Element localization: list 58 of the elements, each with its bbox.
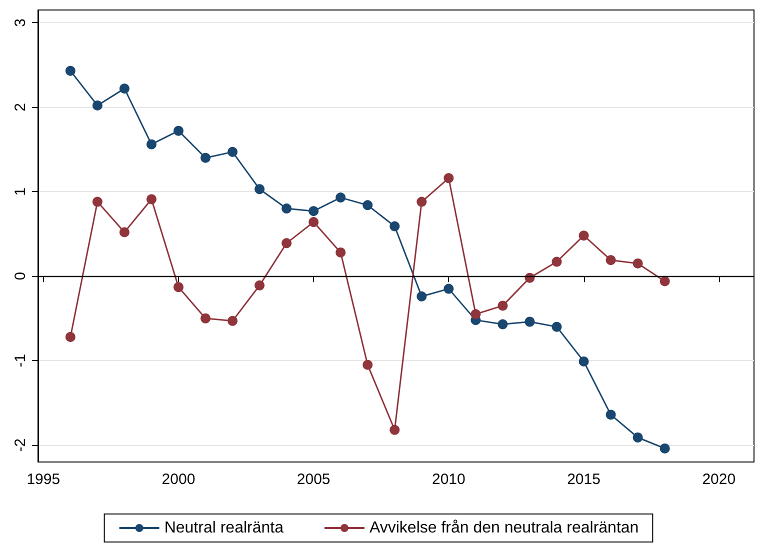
point (470, 309, 481, 320)
point (444, 173, 454, 184)
point (632, 258, 643, 268)
point (524, 316, 535, 327)
y-tick-label: 2 (12, 102, 29, 112)
x-tick-label: 2015 (567, 471, 600, 488)
point (416, 291, 427, 302)
y-tick-label: 1 (12, 187, 29, 196)
point (92, 196, 102, 207)
point (228, 146, 238, 157)
x-tick-label: 2000 (162, 471, 196, 488)
point (444, 284, 454, 294)
point (174, 126, 184, 136)
legend-label: Neutral realränta (164, 520, 284, 536)
point (390, 424, 400, 435)
point (254, 280, 265, 290)
point (498, 300, 508, 311)
point (228, 316, 238, 326)
y-tick-label: 3 (12, 18, 29, 27)
x-tick-label: 1995 (26, 471, 60, 488)
point (308, 217, 319, 228)
point (498, 319, 508, 330)
point (552, 256, 562, 267)
point (282, 204, 292, 214)
point (282, 238, 292, 248)
point (146, 194, 156, 204)
point (336, 247, 346, 258)
point (552, 322, 562, 332)
point (146, 139, 156, 150)
point (362, 200, 373, 210)
legend-label: Avvikelse från den neutrala realräntan (369, 520, 639, 536)
y-tick-label: -2 (12, 438, 29, 452)
point (660, 443, 670, 454)
point (632, 432, 643, 442)
point (65, 332, 76, 342)
point (119, 227, 130, 238)
x-tick-label: 2005 (296, 471, 330, 488)
point (606, 410, 616, 420)
point (606, 255, 616, 266)
point (200, 152, 211, 163)
point (336, 192, 346, 203)
point (200, 313, 211, 324)
y-tick-label: 0 (12, 272, 29, 280)
point (660, 276, 670, 286)
point (119, 84, 130, 94)
point (416, 196, 427, 207)
point (578, 230, 589, 241)
point (390, 221, 400, 232)
y-tick-label: -1 (12, 354, 29, 368)
x-tick-label: 2010 (432, 471, 466, 488)
point (308, 206, 319, 216)
point (254, 184, 265, 194)
point (362, 360, 373, 370)
point (578, 356, 589, 366)
point (65, 66, 76, 76)
x-tick-label: 2020 (702, 471, 736, 488)
point (174, 282, 184, 292)
point (92, 100, 102, 110)
